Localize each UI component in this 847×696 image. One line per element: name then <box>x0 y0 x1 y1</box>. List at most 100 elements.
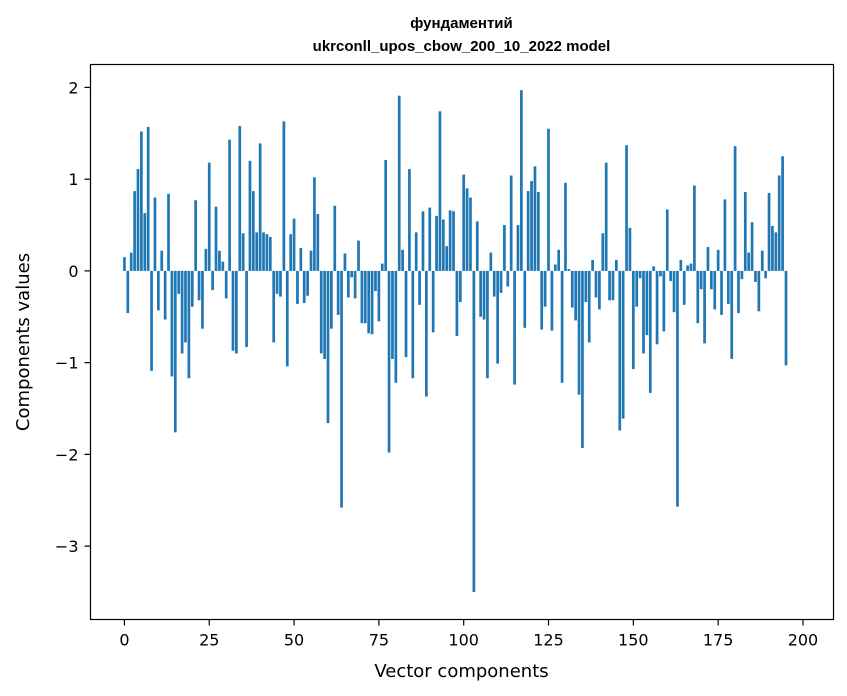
bar-141 <box>601 233 605 271</box>
bar-7 <box>146 126 150 271</box>
bar-23 <box>201 270 204 329</box>
bar-144 <box>611 270 615 301</box>
bar-120 <box>530 181 533 271</box>
bar-85 <box>411 270 415 379</box>
bar-37 <box>248 160 252 271</box>
chart-title-line-2: ukrconll_upos_cbow_200_10_2022 model <box>313 38 611 55</box>
bar-128 <box>557 249 561 271</box>
bar-13 <box>167 193 170 271</box>
bar-129 <box>560 270 564 383</box>
bar-119 <box>526 191 530 271</box>
bar-65 <box>343 253 347 271</box>
bar-69 <box>357 240 360 271</box>
bar-166 <box>686 265 689 271</box>
bar-26 <box>211 270 214 291</box>
bar-175 <box>716 249 720 271</box>
bar-32 <box>231 270 235 351</box>
bar-4 <box>136 169 140 271</box>
bar-27 <box>214 206 218 271</box>
bar-122 <box>536 192 540 271</box>
bar-95 <box>445 246 449 271</box>
bar-192 <box>774 232 778 271</box>
bar-73 <box>370 270 374 335</box>
bars-group <box>123 90 788 592</box>
bar-186 <box>754 270 757 282</box>
bar-171 <box>703 270 706 344</box>
bar-3 <box>133 191 136 271</box>
bar-149 <box>628 227 632 271</box>
bar-22 <box>197 270 201 301</box>
bar-103 <box>472 270 476 592</box>
bar-5 <box>140 131 143 271</box>
bar-68 <box>353 270 357 299</box>
y-tick-label: 1 <box>68 170 78 189</box>
x-tick-label: 25 <box>199 631 219 650</box>
bar-38 <box>251 191 255 271</box>
bar-132 <box>570 270 574 308</box>
x-tick-label: 50 <box>284 631 304 650</box>
bar-152 <box>638 270 642 279</box>
bar-89 <box>425 270 428 397</box>
bar-135 <box>581 270 584 448</box>
bar-86 <box>414 232 418 271</box>
bar-118 <box>523 270 527 328</box>
x-tick-label: 75 <box>369 631 389 650</box>
bar-185 <box>750 222 754 271</box>
bar-107 <box>486 270 489 379</box>
bar-111 <box>499 270 503 293</box>
x-tick-label: 175 <box>703 631 734 650</box>
bar-12 <box>163 270 167 320</box>
bar-74 <box>374 270 377 292</box>
bar-52 <box>299 247 303 271</box>
bar-195 <box>784 270 788 366</box>
bar-15 <box>173 270 177 433</box>
bar-53 <box>302 270 306 304</box>
bar-136 <box>584 270 588 303</box>
bar-64 <box>340 270 343 508</box>
bar-36 <box>245 270 248 348</box>
bar-143 <box>608 270 611 301</box>
bar-191 <box>771 225 774 271</box>
bar-173 <box>710 270 713 290</box>
bar-138 <box>591 259 594 271</box>
bar-19 <box>187 270 191 379</box>
bar-57 <box>316 214 320 271</box>
bar-61 <box>330 270 333 329</box>
bar-190 <box>767 192 771 271</box>
bar-150 <box>631 270 635 370</box>
bar-167 <box>689 263 693 271</box>
bar-106 <box>482 270 486 320</box>
bar-101 <box>465 188 469 271</box>
bar-47 <box>282 121 286 271</box>
bar-187 <box>757 270 761 312</box>
bar-162 <box>672 270 676 313</box>
bar-8 <box>150 270 153 371</box>
bar-127 <box>553 264 557 271</box>
bar-105 <box>479 270 483 317</box>
bar-87 <box>418 270 421 305</box>
bar-159 <box>662 270 666 332</box>
bar-59 <box>323 270 326 359</box>
bar-76 <box>380 263 384 271</box>
bar-81 <box>397 95 401 271</box>
bar-55 <box>309 250 313 271</box>
bar-102 <box>469 197 472 271</box>
bar-62 <box>333 205 337 271</box>
bar-44 <box>272 270 276 343</box>
bar-110 <box>496 270 499 364</box>
bar-123 <box>540 270 544 330</box>
bar-82 <box>401 249 404 271</box>
x-axis-label: Vector components <box>374 661 548 682</box>
bar-134 <box>577 270 581 395</box>
bar-100 <box>462 174 466 271</box>
x-tick-label: 200 <box>788 631 819 650</box>
bar-184 <box>747 252 751 271</box>
bar-79 <box>391 270 394 359</box>
bar-172 <box>706 247 710 271</box>
bar-28 <box>218 250 221 271</box>
bar-21 <box>194 200 198 271</box>
bar-158 <box>659 270 662 277</box>
bar-169 <box>696 270 700 324</box>
